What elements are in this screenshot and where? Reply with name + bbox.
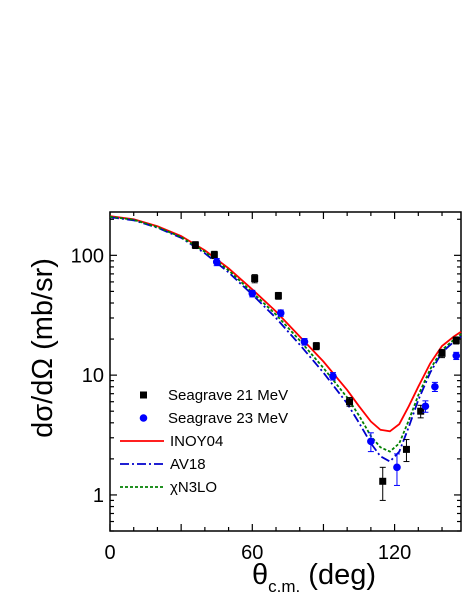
legend-marker-seagrave-21-mev	[140, 391, 147, 399]
x-axis-title: θc.m. (deg)	[252, 559, 376, 596]
data-point-circle	[300, 337, 309, 346]
x-axis-title-unit: (deg)	[300, 559, 376, 591]
data-point-square	[191, 241, 199, 249]
y-tick-label: 10	[82, 365, 104, 387]
data-point-circle	[431, 382, 439, 391]
x-tick-label: 60	[241, 542, 263, 564]
data-point-square	[210, 251, 218, 259]
data-points	[191, 241, 461, 501]
plot-frame	[109, 211, 462, 532]
x-axis-title-subscript: c.m.	[268, 577, 300, 596]
legend-label-seagrave-23-mev: Seagrave 23 MeV	[168, 410, 288, 427]
y-axis-title: dσ/dΩ (mb/sr)	[27, 258, 59, 438]
data-point-circle	[367, 437, 375, 446]
y-tick-label: 1	[93, 485, 104, 507]
data-point-circle	[452, 352, 461, 360]
data-point-square	[346, 398, 354, 406]
x-axis-title-theta: θ	[252, 559, 268, 591]
legend-label--n3lo: χN3LO	[170, 479, 217, 496]
svg-text:dσ/dΩ (mb/sr): dσ/dΩ (mb/sr)	[27, 258, 59, 438]
y-tick-label: 100	[71, 245, 104, 267]
legend-label-av18: AV18	[170, 456, 206, 473]
data-point-circle	[212, 258, 221, 266]
legend-label-seagrave-21-mev: Seagrave 21 MeV	[168, 387, 288, 404]
series-line--n3lo	[109, 215, 462, 453]
data-point-square	[312, 342, 320, 350]
legend: Seagrave 21 MeV Seagrave 23 MeV INOY04 AV18…	[120, 387, 288, 496]
data-point-circle	[393, 463, 401, 472]
data-point-square	[274, 292, 282, 300]
legend-marker-seagrave-23-mev	[139, 414, 148, 422]
data-point-square	[379, 477, 387, 485]
data-point-square	[452, 336, 460, 344]
data-point-square	[438, 349, 446, 357]
data-point-circle	[421, 402, 430, 411]
x-tick-label: 0	[104, 542, 115, 564]
data-point-circle	[329, 372, 337, 380]
data-point-square	[417, 407, 425, 415]
data-point-circle	[276, 309, 285, 317]
data-point-square	[402, 445, 410, 453]
data-point-circle	[248, 289, 257, 298]
legend-label-inoy04: INOY04	[170, 433, 223, 450]
data-point-square	[251, 275, 259, 283]
x-tick-label: 120	[378, 542, 411, 564]
